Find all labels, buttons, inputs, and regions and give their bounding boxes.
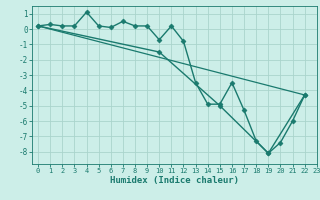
X-axis label: Humidex (Indice chaleur): Humidex (Indice chaleur) — [110, 176, 239, 185]
